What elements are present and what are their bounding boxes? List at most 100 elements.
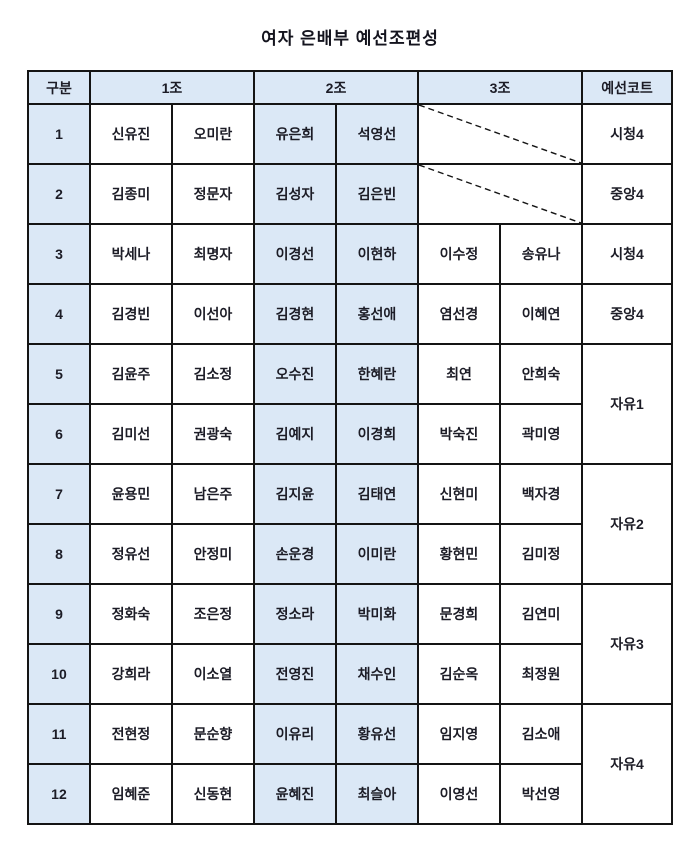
table-row: 3 박세나 최명자 이경선 이현하 이수정 송유나 시청4 xyxy=(26,223,674,285)
player-name-group3: 김미정 xyxy=(498,523,584,585)
court-cell: 시청4 xyxy=(581,223,674,285)
player-name-group1: 오미란 xyxy=(170,103,255,165)
player-name-group2: 한혜란 xyxy=(334,343,420,405)
player-name-group1: 신유진 xyxy=(88,103,173,165)
table-row: 11 전현정 문순향 이유리 황유선 임지영 김소애 자유4 xyxy=(26,703,674,825)
player-name-group1: 박세나 xyxy=(88,223,173,285)
header-group1: 1조 xyxy=(88,70,255,105)
player-name-group3: 최정원 xyxy=(498,643,584,705)
court-cell: 자유1 xyxy=(581,343,674,465)
player-name-group2: 전영진 xyxy=(252,643,337,705)
player-name-group1: 김소정 xyxy=(170,343,255,405)
player-name-group1: 남은주 xyxy=(170,463,255,525)
player-name-group2: 손운경 xyxy=(252,523,337,585)
player-name-group1: 전현정 xyxy=(88,703,173,765)
player-name-group1: 임혜준 xyxy=(88,763,173,825)
row-number: 10 xyxy=(26,643,91,705)
player-name-group2: 이유리 xyxy=(252,703,337,765)
player-name-group1: 윤용민 xyxy=(88,463,173,525)
player-name-group3: 최연 xyxy=(417,343,501,405)
table-row: 9 정화숙 조은정 정소라 박미화 문경희 김연미 자유3 xyxy=(26,583,674,705)
player-name-group2: 이미란 xyxy=(334,523,420,585)
player-name-group2: 김경현 xyxy=(252,283,337,345)
player-name-group2: 홍선애 xyxy=(334,283,420,345)
header-court: 예선코트 xyxy=(581,70,674,105)
court-cell: 시청4 xyxy=(581,103,674,165)
player-name-group3: 박선영 xyxy=(498,763,584,825)
diagonal-strikethrough-line xyxy=(420,106,581,162)
player-name-group2: 이경희 xyxy=(334,403,420,465)
table-row: 1 신유진 오미란 유은희 석영선 시청4 xyxy=(26,103,674,165)
row-number: 4 xyxy=(26,283,91,345)
player-name-group2: 김은빈 xyxy=(334,163,420,225)
player-name-group1: 김미선 xyxy=(88,403,173,465)
player-name-group1: 이소열 xyxy=(170,643,255,705)
court-cell: 중앙4 xyxy=(581,283,674,345)
player-name-group2: 석영선 xyxy=(334,103,420,165)
group-assignment-table: 구분 1조 2조 3조 예선코트 1 신유진 오미란 유은희 석영선 시청4 2 김종미 정문자… xyxy=(26,70,674,825)
player-name-group1: 김종미 xyxy=(88,163,173,225)
table-row: 10 강희라 이소열 전영진 채수인 김순옥 최정원 xyxy=(26,643,672,705)
player-name-group1: 이선아 xyxy=(170,283,255,345)
player-name-group1: 문순향 xyxy=(170,703,255,765)
table-row: 7 윤용민 남은주 김지윤 김태연 신현미 백자경 자유2 xyxy=(26,463,674,585)
player-name-group1: 정문자 xyxy=(170,163,255,225)
row-number: 1 xyxy=(26,103,91,165)
player-name-group3: 이영선 xyxy=(417,763,501,825)
player-name-group3: 임지영 xyxy=(417,703,501,765)
court-cell: 자유3 xyxy=(581,583,674,705)
court-cell: 자유2 xyxy=(581,463,674,585)
player-name-group1: 정화숙 xyxy=(88,583,173,645)
header-group2: 2조 xyxy=(252,70,420,105)
player-name-group3: 김소애 xyxy=(498,703,584,765)
table-row: 6 김미선 권광숙 김예지 이경희 박숙진 곽미영 xyxy=(26,403,672,465)
row-number: 2 xyxy=(26,163,91,225)
table-row: 12 임혜준 신동현 윤혜진 최슬아 이영선 박선영 xyxy=(26,763,672,825)
player-name-group1: 권광숙 xyxy=(170,403,255,465)
player-name-group3: 염선경 xyxy=(417,283,501,345)
player-name-group3: 송유나 xyxy=(498,223,584,285)
player-name-group2: 김성자 xyxy=(252,163,337,225)
row-number: 12 xyxy=(26,763,91,825)
table-row: 8 정유선 안정미 손운경 이미란 황현민 김미정 xyxy=(26,523,672,585)
player-name-group1: 최명자 xyxy=(170,223,255,285)
row-number: 8 xyxy=(26,523,91,585)
empty-group3-cell xyxy=(416,103,584,165)
player-name-group1: 정유선 xyxy=(88,523,173,585)
player-name-group2: 정소라 xyxy=(252,583,337,645)
player-name-group2: 김지윤 xyxy=(252,463,337,525)
header-group3: 3조 xyxy=(416,70,584,105)
page-title: 여자 은배부 예선조편성 xyxy=(261,29,439,48)
player-name-group2: 유은희 xyxy=(252,103,337,165)
table-row: 5 김윤주 김소정 오수진 한혜란 최연 안희숙 자유1 xyxy=(26,343,674,465)
court-cell: 자유4 xyxy=(581,703,674,825)
court-cell: 중앙4 xyxy=(581,163,674,225)
player-name-group3: 김연미 xyxy=(498,583,584,645)
player-name-group3: 백자경 xyxy=(498,463,584,525)
player-name-group3: 문경희 xyxy=(417,583,501,645)
player-name-group1: 강희라 xyxy=(88,643,173,705)
header-category: 구분 xyxy=(26,70,91,105)
player-name-group2: 이경선 xyxy=(252,223,337,285)
table-body: 1 신유진 오미란 유은희 석영선 시청4 2 김종미 정문자 김성자 김은빈 중앙4 3 박세나 최명자 이… xyxy=(26,103,674,825)
player-name-group3: 김순옥 xyxy=(417,643,501,705)
player-name-group3: 황현민 xyxy=(417,523,501,585)
row-number: 7 xyxy=(26,463,91,525)
table-header: 구분 1조 2조 3조 예선코트 xyxy=(26,70,674,105)
player-name-group2: 황유선 xyxy=(334,703,420,765)
player-name-group2: 김예지 xyxy=(252,403,337,465)
player-name-group3: 신현미 xyxy=(417,463,501,525)
player-name-group3: 박숙진 xyxy=(417,403,501,465)
player-name-group3: 이혜연 xyxy=(498,283,584,345)
row-number: 9 xyxy=(26,583,91,645)
player-name-group2: 박미화 xyxy=(334,583,420,645)
empty-group3-cell xyxy=(416,163,584,225)
player-name-group1: 김경빈 xyxy=(88,283,173,345)
player-name-group2: 이현하 xyxy=(334,223,420,285)
diagonal-strikethrough-line xyxy=(420,166,581,222)
player-name-group1: 신동현 xyxy=(170,763,255,825)
row-number: 11 xyxy=(26,703,91,765)
player-name-group2: 윤혜진 xyxy=(252,763,337,825)
table-row: 2 김종미 정문자 김성자 김은빈 중앙4 xyxy=(26,163,674,225)
